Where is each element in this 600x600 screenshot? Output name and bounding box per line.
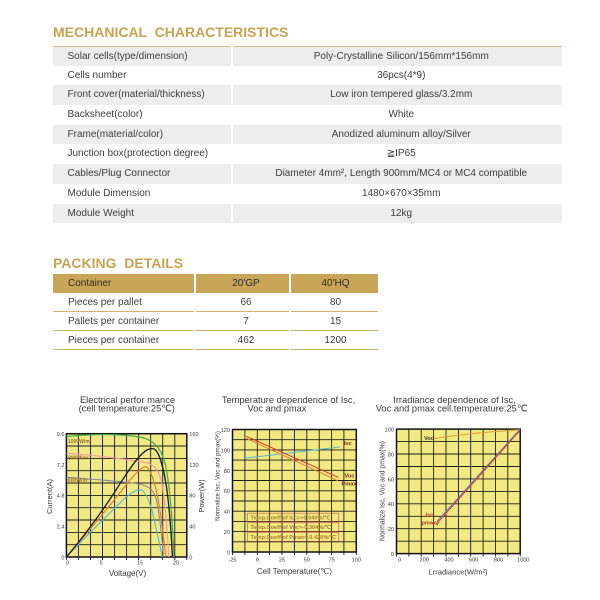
svg-text:Lrradiance(W/m²): Lrradiance(W/m²): [428, 568, 488, 577]
svg-text:0: 0: [189, 555, 192, 561]
svg-text:80: 80: [388, 452, 394, 458]
svg-text:100: 100: [221, 448, 230, 454]
svg-text:0: 0: [398, 558, 401, 564]
svg-text:Isc: Isc: [344, 441, 352, 447]
svg-text:75: 75: [328, 558, 334, 564]
svg-text:Temp.Coeff.of Isc=+0.040%/℃: Temp.Coeff.of Isc=+0.040%/℃: [251, 515, 332, 522]
svg-text:800W/m²: 800W/m²: [68, 456, 89, 462]
svg-text:Pmax: Pmax: [342, 482, 358, 488]
svg-text:2.4: 2.4: [57, 525, 65, 531]
svg-text:25: 25: [173, 561, 179, 567]
svg-text:(cell temperature:25℃): (cell temperature:25℃): [79, 404, 175, 414]
svg-text:0: 0: [66, 561, 69, 567]
svg-text:120: 120: [221, 428, 230, 434]
svg-text:400: 400: [444, 558, 453, 564]
svg-text:Power(W): Power(W): [197, 479, 206, 513]
svg-text:Voc: Voc: [424, 436, 434, 442]
svg-text:Normalize Isc, Voc and pmax(%): Normalize Isc, Voc and pmax(%): [215, 431, 222, 521]
svg-text:60: 60: [224, 489, 230, 495]
svg-text:60: 60: [388, 477, 394, 483]
svg-text:15: 15: [137, 561, 143, 567]
svg-text:20: 20: [224, 530, 230, 536]
svg-text:40: 40: [189, 525, 195, 531]
svg-text:25: 25: [279, 558, 285, 564]
svg-text:Temp.Coeff.of Pmax=-0.420%/℃: Temp.Coeff.of Pmax=-0.420%/℃: [251, 534, 337, 541]
svg-text:800: 800: [494, 558, 503, 564]
svg-text:100: 100: [385, 428, 394, 434]
svg-text:Cell Temperature(℃): Cell Temperature(℃): [257, 567, 332, 576]
svg-text:120: 120: [189, 463, 198, 469]
svg-text:160: 160: [189, 432, 198, 438]
svg-text:Temp.Coeff.of Voc=-0.304%/℃: Temp.Coeff.of Voc=-0.304%/℃: [251, 524, 332, 531]
svg-text:40: 40: [224, 510, 230, 516]
svg-text:5: 5: [99, 561, 102, 567]
svg-text:1000: 1000: [517, 558, 529, 564]
svg-text:80: 80: [189, 494, 195, 500]
svg-text:Normalize Isc, Voc and pmax(%): Normalize Isc, Voc and pmax(%): [380, 441, 387, 541]
svg-text:Current(A): Current(A): [45, 478, 54, 514]
svg-text:40: 40: [388, 502, 394, 508]
svg-text:Isc: Isc: [426, 513, 434, 519]
svg-text:80: 80: [224, 469, 230, 475]
svg-text:7.2: 7.2: [57, 463, 65, 469]
svg-text:50: 50: [304, 558, 310, 564]
svg-text:0: 0: [227, 550, 230, 556]
svg-text:Electrical perfor mance: Electrical perfor mance: [80, 395, 175, 405]
svg-text:0: 0: [61, 555, 64, 561]
svg-text:-25: -25: [228, 558, 236, 564]
svg-text:1000W/m²: 1000W/m²: [68, 439, 92, 445]
svg-text:9.6: 9.6: [57, 432, 65, 438]
svg-text:Voc and pmax: Voc and pmax: [248, 404, 307, 414]
svg-text:Voc: Voc: [345, 474, 355, 480]
svg-text:Temperature dependence of Isc,: Temperature dependence of Isc,: [222, 395, 355, 405]
svg-text:4.8: 4.8: [57, 494, 65, 500]
svg-text:600W/m²: 600W/m²: [68, 478, 89, 484]
svg-text:0: 0: [391, 552, 394, 558]
svg-text:20: 20: [388, 527, 394, 533]
svg-text:600: 600: [469, 558, 478, 564]
svg-text:0: 0: [256, 558, 259, 564]
svg-text:200: 200: [420, 558, 429, 564]
svg-text:Voc and pmax cell.temperature:: Voc and pmax cell.temperature:25℃: [376, 404, 528, 414]
svg-text:Irradiance dependence of Isc,: Irradiance dependence of Isc,: [393, 395, 516, 405]
svg-text:Voltage(V): Voltage(V): [109, 569, 147, 578]
svg-text:pmax: pmax: [422, 521, 438, 527]
svg-text:100: 100: [352, 558, 361, 564]
